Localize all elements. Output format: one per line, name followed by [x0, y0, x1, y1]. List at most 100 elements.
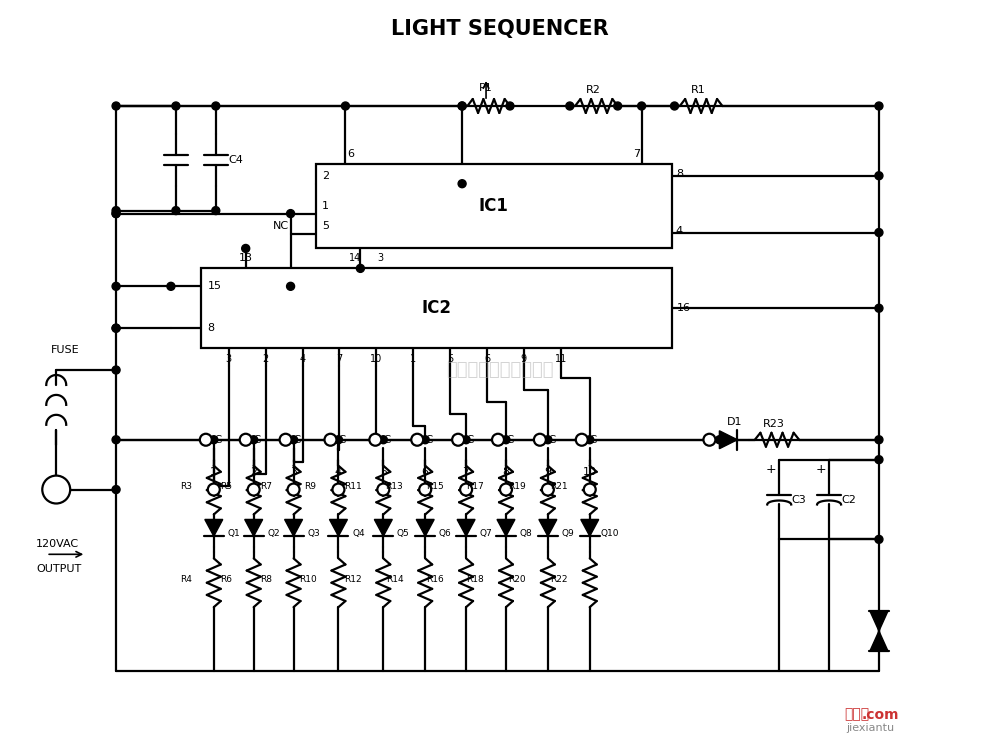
Text: R4: R4	[180, 575, 192, 584]
Circle shape	[287, 210, 295, 218]
Text: P1: P1	[479, 83, 493, 93]
Circle shape	[875, 228, 883, 236]
Text: R22: R22	[550, 575, 568, 584]
Text: C3: C3	[792, 494, 807, 505]
Text: R3: R3	[180, 482, 192, 491]
Text: 6: 6	[422, 467, 429, 476]
Text: Q10: Q10	[600, 529, 619, 538]
Circle shape	[875, 305, 883, 312]
Circle shape	[379, 436, 387, 444]
Text: R8: R8	[260, 575, 272, 584]
Text: IC1: IC1	[478, 196, 508, 215]
Circle shape	[492, 433, 504, 446]
Circle shape	[875, 102, 883, 110]
Text: 2: 2	[322, 170, 329, 181]
Circle shape	[576, 433, 588, 446]
Text: 5: 5	[322, 221, 329, 230]
Text: 4: 4	[299, 354, 306, 364]
Circle shape	[112, 485, 120, 494]
Text: 8: 8	[676, 169, 683, 179]
Circle shape	[287, 282, 295, 290]
Circle shape	[377, 484, 389, 496]
Polygon shape	[719, 431, 737, 449]
Circle shape	[875, 172, 883, 180]
Text: C4: C4	[228, 155, 243, 165]
Text: FUSE: FUSE	[51, 345, 80, 355]
Text: R20: R20	[508, 575, 526, 584]
Text: 6: 6	[484, 354, 490, 364]
Text: R10: R10	[299, 575, 317, 584]
Circle shape	[332, 484, 344, 496]
Text: .com: .com	[861, 708, 899, 722]
Text: G: G	[339, 435, 346, 445]
Text: Q9: Q9	[561, 529, 574, 538]
Circle shape	[502, 436, 510, 444]
Text: R1: R1	[691, 85, 706, 95]
Circle shape	[112, 207, 120, 215]
Circle shape	[42, 476, 70, 503]
Text: G: G	[384, 435, 391, 445]
Text: 4: 4	[335, 467, 342, 476]
Circle shape	[452, 433, 464, 446]
Polygon shape	[285, 519, 303, 536]
Text: +: +	[766, 463, 777, 476]
Polygon shape	[329, 519, 347, 536]
Circle shape	[290, 436, 298, 444]
Text: 11: 11	[555, 354, 567, 364]
Text: 3: 3	[226, 354, 232, 364]
Text: jiexiantu: jiexiantu	[846, 722, 894, 733]
Text: 5: 5	[380, 467, 387, 476]
Circle shape	[566, 102, 574, 110]
Circle shape	[544, 436, 552, 444]
Circle shape	[112, 436, 120, 444]
Circle shape	[210, 436, 218, 444]
Text: R21: R21	[550, 482, 568, 491]
Text: 9: 9	[521, 354, 527, 364]
Text: 10: 10	[370, 354, 382, 364]
Bar	[316, 164, 672, 248]
Polygon shape	[870, 611, 888, 631]
Text: Q5: Q5	[397, 529, 410, 538]
Text: 16: 16	[676, 303, 690, 313]
Text: 7: 7	[633, 149, 640, 159]
Text: 4: 4	[676, 225, 683, 236]
Text: R16: R16	[426, 575, 444, 584]
Text: Q3: Q3	[307, 529, 320, 538]
Circle shape	[458, 102, 466, 110]
Text: R19: R19	[508, 482, 526, 491]
Circle shape	[324, 433, 336, 446]
Text: 2: 2	[263, 354, 269, 364]
Text: 6: 6	[347, 149, 354, 159]
Circle shape	[208, 484, 220, 496]
Circle shape	[248, 484, 260, 496]
Circle shape	[112, 102, 120, 110]
Text: 7: 7	[336, 354, 343, 364]
Polygon shape	[457, 519, 475, 536]
Text: LIGHT SEQUENCER: LIGHT SEQUENCER	[391, 19, 609, 39]
Circle shape	[167, 282, 175, 290]
Circle shape	[875, 456, 883, 464]
Text: R2: R2	[586, 85, 601, 95]
Circle shape	[240, 433, 252, 446]
Circle shape	[250, 436, 258, 444]
Circle shape	[875, 436, 883, 444]
Text: 8: 8	[502, 467, 510, 476]
Circle shape	[584, 484, 596, 496]
Polygon shape	[870, 631, 888, 651]
Text: 15: 15	[208, 282, 222, 291]
Text: R18: R18	[466, 575, 484, 584]
Circle shape	[458, 180, 466, 187]
Text: 1: 1	[322, 201, 329, 210]
Text: G: G	[548, 435, 556, 445]
Polygon shape	[416, 519, 434, 536]
Circle shape	[458, 102, 466, 110]
Text: Q4: Q4	[352, 529, 365, 538]
Circle shape	[356, 265, 364, 273]
Circle shape	[462, 436, 470, 444]
Circle shape	[506, 102, 514, 110]
Bar	[201, 268, 672, 348]
Text: 5: 5	[447, 354, 453, 364]
Circle shape	[421, 436, 429, 444]
Text: 接线图: 接线图	[844, 708, 869, 722]
Text: Q1: Q1	[227, 529, 240, 538]
